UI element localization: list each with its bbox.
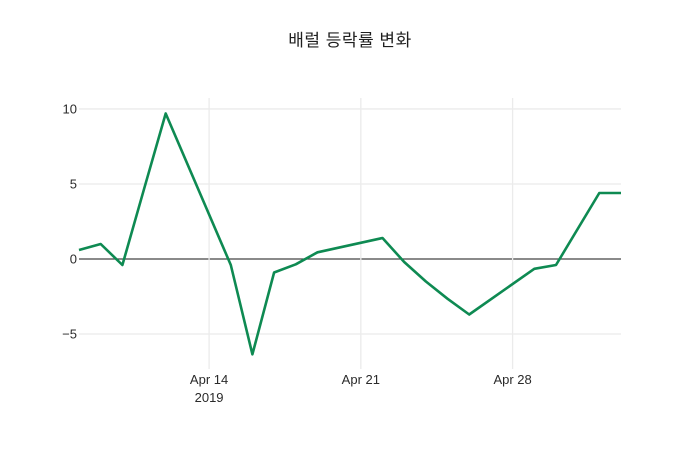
x-tick-label: Apr 28 [493,372,531,387]
data-line [78,112,621,356]
y-tick-label: −5 [62,327,77,342]
x-tick-label: Apr 14 [190,372,228,387]
x-tick-year-label: 2019 [195,390,224,405]
chart-title: 배럴 등락률 변화 [288,31,412,50]
x-tick-label: Apr 21 [342,372,380,387]
y-tick-label: 0 [70,252,77,267]
y-tick-label: 5 [70,176,77,191]
y-tick-label: 10 [63,101,77,116]
